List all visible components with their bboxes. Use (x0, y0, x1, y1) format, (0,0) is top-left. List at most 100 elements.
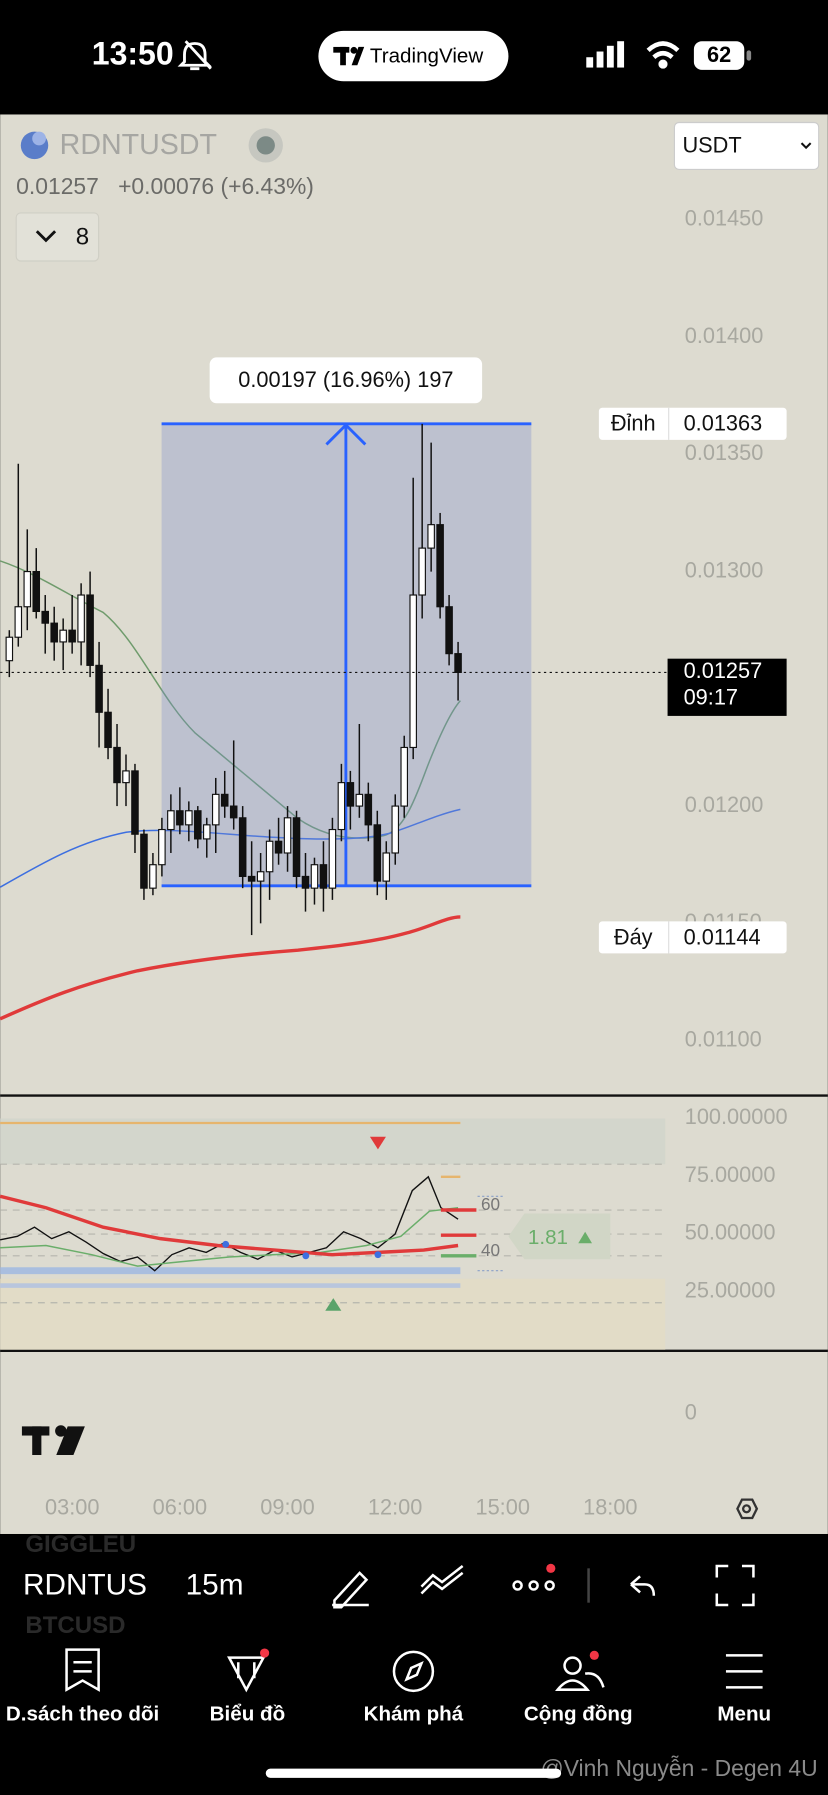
time-tick-label: 12:00 (368, 1495, 422, 1520)
currency-label[interactable]: USDT (682, 132, 741, 157)
oscillator-axis: 100.00000 75.00000 50.00000 25.00000 (685, 1104, 788, 1302)
battery (693, 41, 745, 70)
clock: 13:50 (92, 36, 174, 72)
watchlist-icon[interactable] (65, 1648, 100, 1692)
nav-label[interactable]: Biểu đồ (210, 1702, 286, 1725)
community-icon[interactable] (555, 1656, 605, 1691)
symbol-logo-part (32, 131, 46, 146)
candle-body (292, 817, 301, 878)
symbol-logo (20, 131, 49, 160)
fullscreen-tool[interactable] (715, 1564, 755, 1607)
candle-body (95, 664, 103, 713)
more-tool-part[interactable] (512, 1580, 523, 1591)
explore-icon[interactable] (392, 1650, 435, 1693)
oscillator-plot-part (578, 1231, 593, 1244)
price-tick-label: 0.01200 (685, 792, 764, 817)
app-name: TradingView (370, 45, 483, 68)
watermark: @Vinh Nguyễn - Degen 4U (540, 1755, 817, 1781)
market-status-dot (256, 136, 275, 155)
tv-logo (333, 46, 365, 66)
notification-dot (260, 1648, 270, 1658)
explore-icon-part[interactable] (392, 1650, 435, 1693)
lines-tool[interactable] (420, 1565, 464, 1595)
more-tool[interactable] (512, 1580, 555, 1591)
draw-tool[interactable] (332, 1571, 369, 1609)
candle-body (5, 636, 14, 662)
indicators-button-part[interactable] (35, 230, 57, 243)
settings-button-part[interactable] (736, 1498, 759, 1520)
toolbar-symbol[interactable]: RDNTUS (23, 1569, 147, 1602)
currency-select-part[interactable] (800, 142, 812, 150)
candle-body (391, 805, 400, 854)
candle-body (104, 711, 112, 749)
menu-icon[interactable] (725, 1654, 763, 1689)
high-label-value: 0.01363 (684, 411, 763, 436)
community-icon-part[interactable] (563, 1656, 582, 1675)
time-tick-label: 03:00 (45, 1495, 99, 1520)
candle-body (319, 864, 328, 889)
settings-button-part[interactable] (741, 1504, 752, 1514)
candle-body (355, 793, 364, 807)
candle-body (113, 746, 121, 784)
candle-body (68, 629, 76, 643)
candle-body (265, 840, 274, 873)
community-icon-part[interactable] (584, 1672, 605, 1688)
tv-watermark-part (32, 1426, 42, 1456)
oscillator-plot (0, 1118, 666, 1350)
app-pill (318, 30, 509, 82)
toolbar-icons[interactable] (332, 1564, 755, 1609)
currency-select[interactable] (673, 121, 820, 170)
nav-label[interactable]: Menu (717, 1702, 771, 1725)
ma-red (0, 915, 461, 1021)
candles (5, 423, 462, 936)
measure-tool: 0.00197 (16.96%) 197 (161, 357, 532, 888)
mute-icon-part (177, 40, 212, 71)
nav-label[interactable]: D.sách theo dõi (6, 1702, 159, 1725)
candle-body (194, 810, 202, 840)
candle-body (247, 875, 256, 882)
level-label: 60 (481, 1194, 500, 1214)
last-price-label: 0.01257 (684, 658, 763, 683)
undo-tool[interactable] (630, 1575, 656, 1596)
settings-button[interactable] (736, 1498, 759, 1520)
explore-icon-part[interactable] (404, 1660, 424, 1682)
tv-watermark-part (55, 1425, 67, 1437)
oscillator-plot-part (0, 1283, 461, 1288)
toolbar (0, 1533, 828, 1638)
time-tick-label: 09:00 (260, 1495, 314, 1520)
more-tool-part[interactable] (528, 1580, 539, 1591)
currency-select-part[interactable] (673, 121, 820, 170)
candle-body (86, 594, 94, 666)
more-tool-part[interactable] (544, 1580, 555, 1591)
indicators-button-part[interactable] (15, 212, 100, 262)
candle-body (283, 817, 292, 854)
candle-body (77, 594, 85, 643)
candle-body (238, 817, 247, 878)
nav-label[interactable]: Khám phá (364, 1702, 464, 1725)
time-tick-label: 18:00 (583, 1495, 637, 1520)
tv-watermark (21, 1425, 85, 1456)
ghost-symbol: GIGGLEU (25, 1531, 136, 1558)
oscillator-plot-part (508, 1213, 611, 1260)
measure-label: 0.00197 (16.96%) 197 (238, 367, 453, 392)
indicators-button[interactable] (15, 212, 100, 262)
price-tick-label: 0.01450 (685, 206, 764, 231)
low-label-value: 0.01144 (684, 924, 761, 949)
oscillator-plot-part (0, 1278, 666, 1350)
toolbar-interval[interactable]: 15m (186, 1569, 244, 1602)
indicator-count[interactable]: 8 (76, 223, 89, 250)
low-label-box (598, 921, 787, 954)
high-label-name: Đỉnh (611, 411, 656, 436)
chart-icon[interactable] (227, 1656, 266, 1693)
price-tick-label: 0.01300 (685, 557, 764, 582)
wifi-icon-part (646, 41, 680, 53)
nav-label[interactable]: Cộng đồng (524, 1702, 633, 1725)
wifi-icon-part (658, 59, 668, 69)
community-icon-part[interactable] (555, 1679, 591, 1691)
price-change: +0.00076 (+6.43%) (118, 173, 314, 199)
nav-icons (65, 1648, 763, 1693)
candle-body (167, 810, 175, 831)
candle-body (328, 828, 337, 889)
candle-body (310, 864, 319, 889)
